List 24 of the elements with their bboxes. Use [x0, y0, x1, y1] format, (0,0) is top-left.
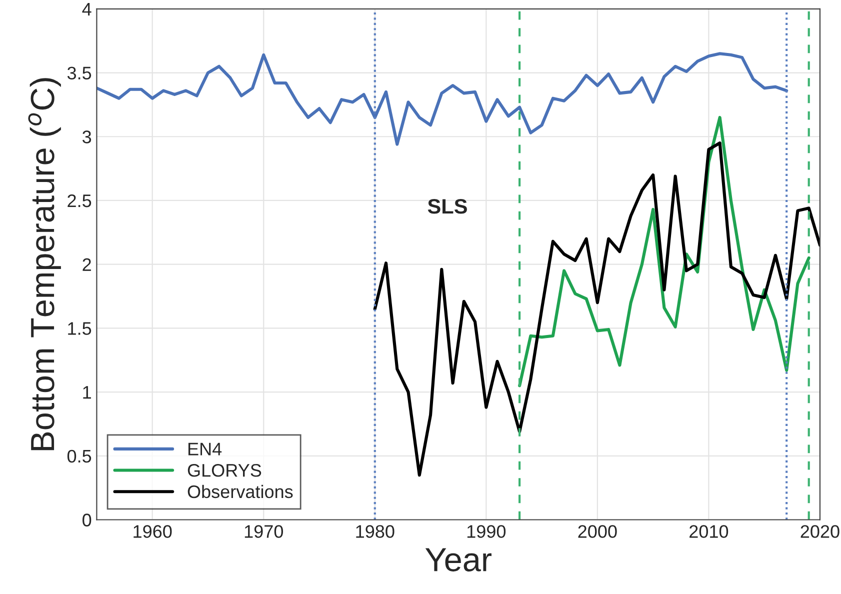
annotation: SLS	[428, 198, 467, 214]
x-tick-label: 1970	[244, 525, 283, 538]
y-tick-label: 4	[82, 3, 92, 16]
x-tick-label: 1960	[134, 525, 172, 538]
x-axis-title: Year	[425, 548, 492, 572]
x-tick-label: 2010	[690, 525, 728, 538]
x-tick-label: 1990	[467, 525, 506, 538]
legend-label: GLORYS	[188, 464, 262, 477]
x-tick-label: 1980	[356, 525, 394, 538]
y-tick-label: 2	[82, 258, 91, 271]
y-tick-label: 3	[82, 130, 92, 144]
y-tick-label: 1.5	[68, 322, 92, 335]
legend-label: EN4	[188, 442, 222, 456]
legend-label: Observations	[188, 484, 293, 498]
x-tick-label: 2020	[800, 525, 840, 538]
y-axis-title: Bottom Temperature ($^{o}$C)	[28, 78, 61, 450]
y-tick-label: 3.5	[67, 66, 92, 80]
x-tick-label: 2000	[578, 525, 617, 538]
y-tick-label: 0.5	[67, 450, 92, 463]
y-tick-label: 1	[83, 386, 91, 399]
y-tick-label: 2.5	[68, 194, 92, 208]
y-tick-label: 0	[82, 514, 92, 526]
line-series	[96, 52, 788, 146]
line-series	[373, 141, 820, 477]
